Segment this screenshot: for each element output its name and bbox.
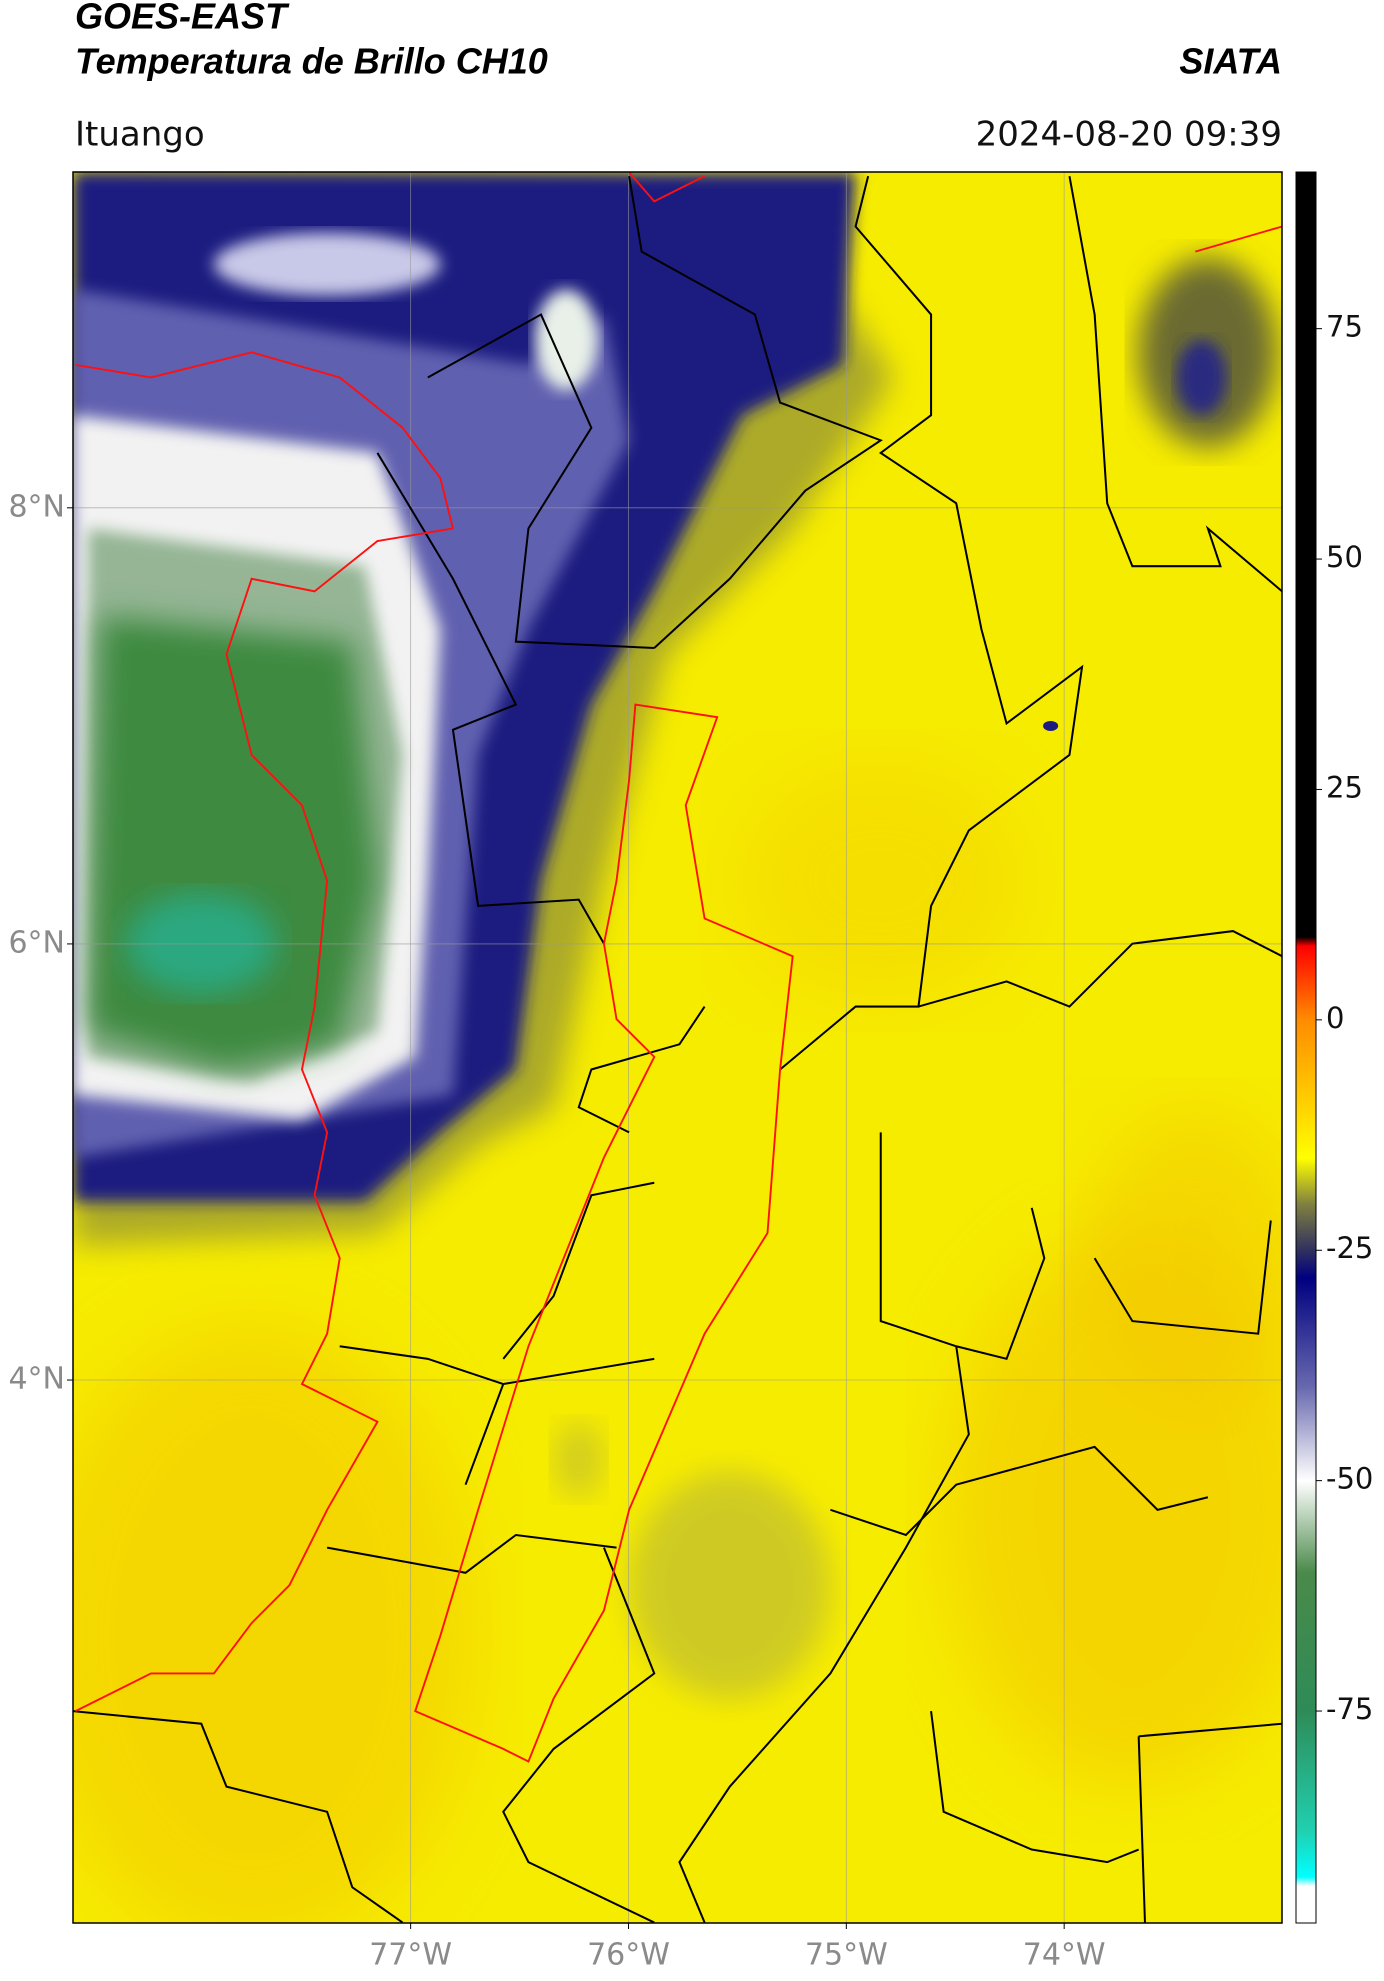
x-tick-label: 74°W <box>1023 1938 1106 1973</box>
subtitle: Temperatura de Brillo CH10 <box>75 41 548 82</box>
boundaries <box>73 172 1282 1923</box>
colorbar-tick-label: -25 <box>1326 1231 1373 1265</box>
map-frame <box>72 171 1283 1924</box>
colorbar-tick-label: -75 <box>1326 1692 1373 1726</box>
grid <box>73 172 1282 1923</box>
datetime: 2024-08-20 09:39 <box>976 115 1282 155</box>
colorbar-tick-label: 50 <box>1326 540 1363 574</box>
colorbar <box>1295 171 1317 1924</box>
colorbar-tick-label: -50 <box>1326 1462 1373 1496</box>
x-tick-label: 75°W <box>805 1938 888 1973</box>
y-tick-label: 6°N <box>8 925 65 960</box>
title: GOES-EAST <box>75 0 290 37</box>
colorbar-tick-label: 75 <box>1326 310 1363 344</box>
x-tick-label: 76°W <box>587 1938 670 1973</box>
colorbar-tick-label: 25 <box>1326 770 1363 804</box>
map <box>73 172 1282 1923</box>
y-tick-label: 8°N <box>8 489 65 524</box>
location: Ituango <box>75 115 205 155</box>
colorbar-tick-label: 0 <box>1326 1001 1344 1035</box>
y-tick-label: 4°N <box>8 1362 65 1397</box>
x-tick-label: 77°W <box>369 1938 452 1973</box>
source: SIATA <box>1179 41 1282 82</box>
map-field <box>73 172 1282 1923</box>
